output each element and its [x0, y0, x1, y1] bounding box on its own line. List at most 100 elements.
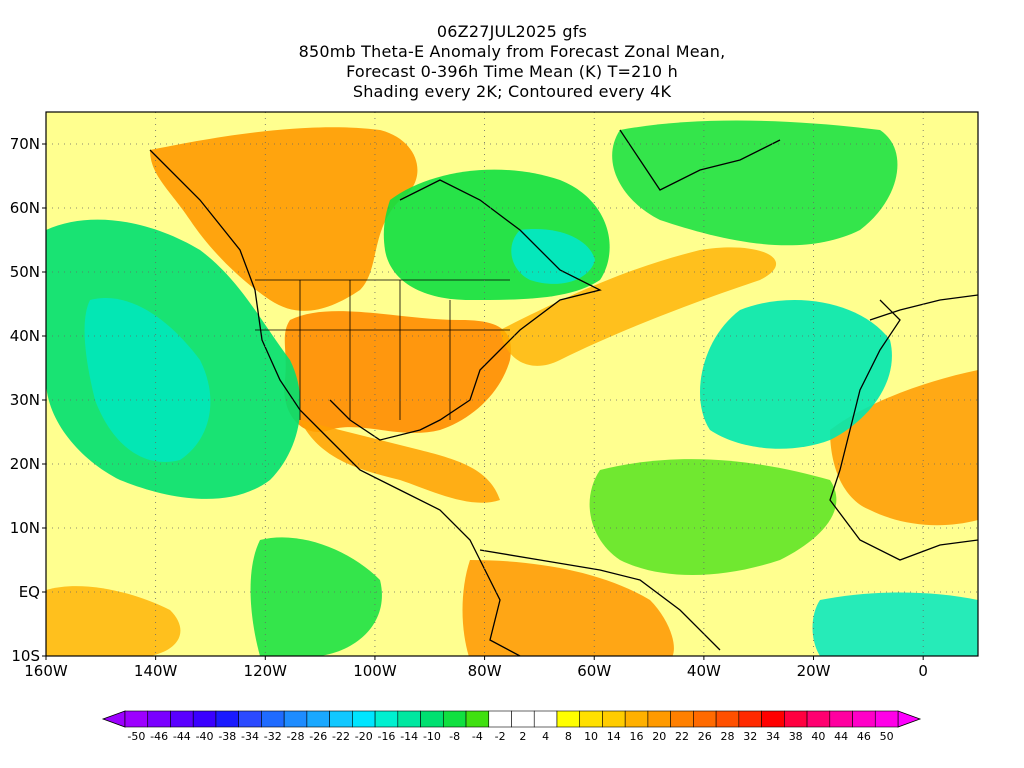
colorbar-label-28: 34 [766, 730, 780, 743]
colorbar-label-12: -14 [400, 730, 418, 743]
colorbar-swatch-22 [624, 710, 649, 728]
colorbar-label-32: 46 [857, 730, 871, 743]
colorbar-label-2: -44 [173, 730, 191, 743]
lat-label-6: 10N [10, 519, 40, 537]
colorbar-label-22: 16 [630, 730, 644, 743]
colorbar-label-20: 10 [584, 730, 598, 743]
colorbar-swatch-3 [192, 710, 217, 728]
colorbar-swatch-28 [761, 710, 785, 728]
colorbar-label-29: 38 [789, 730, 803, 743]
coastline-americas-west [149, 149, 521, 656]
lon-label-7: 20W [797, 662, 831, 680]
colorbar-label-6: -32 [264, 730, 282, 743]
colorbar-label-15: -4 [472, 730, 483, 743]
colorbar-swatch-1 [147, 710, 171, 728]
colorbar-swatch-24 [670, 710, 694, 728]
lon-label-6: 40W [687, 662, 721, 680]
colorbar-swatch-16 [488, 710, 512, 728]
colorbar-label-1: -46 [150, 730, 168, 743]
colorbar-swatch-5 [238, 710, 262, 728]
colorbar-label-16: -2 [495, 730, 506, 743]
cool-anomaly-tropical-atlantic [589, 459, 837, 575]
cool-anomaly-eastern-pacific [250, 537, 382, 656]
colorbar-swatch-31 [829, 710, 853, 728]
coastline-north-america-east [329, 179, 602, 441]
colorbar-swatch-32 [852, 710, 876, 728]
colorbar-label-4: -38 [218, 730, 236, 743]
colorbar-label-19: 8 [565, 730, 572, 743]
state-borders [255, 279, 510, 420]
lon-label-2: 120W [244, 662, 288, 680]
lon-label-8: 0 [918, 662, 928, 680]
colorbar-label-26: 28 [720, 730, 734, 743]
colorbar-swatch-27 [738, 710, 762, 728]
coastline-south-america-north [479, 549, 721, 651]
colorbar-swatch-12 [397, 710, 421, 728]
colorbar-swatch-25 [693, 710, 717, 728]
lat-label-2: 50N [10, 263, 40, 281]
colorbar-swatch-33 [874, 710, 899, 728]
colorbar-label-33: 50 [880, 730, 894, 743]
colorbar-swatch-18 [533, 710, 558, 728]
colorbar-label-24: 22 [675, 730, 689, 743]
lat-label-0: 70N [10, 135, 40, 153]
lon-label-0: 160W [24, 662, 68, 680]
colorbar-swatch-14 [442, 710, 467, 728]
colorbar-swatch-17 [511, 710, 535, 728]
coastline-greenland [619, 129, 781, 191]
lat-label-8: 10S [11, 647, 40, 665]
colorbar-swatch-13 [420, 710, 444, 728]
title-line-1: 06Z27JUL2025 gfs [436, 22, 588, 41]
colorbar-label-0: -50 [127, 730, 145, 743]
colorbar-label-23: 20 [652, 730, 666, 743]
colorbar-swatch-23 [647, 710, 671, 728]
colorbar-label-18: 4 [542, 730, 549, 743]
gridlines [46, 112, 978, 656]
colorbar-arrow-low [101, 710, 126, 728]
lat-label-1: 60N [10, 199, 40, 217]
colorbar-label-17: 2 [519, 730, 526, 743]
colorbar-swatch-0 [124, 710, 149, 728]
longitude-labels: 160W 140W 120W 100W 80W 60W 40W 20W 0 [24, 656, 928, 680]
colorbar-swatch-19 [556, 710, 581, 728]
chart-title: 06Z27JUL2025 gfs 850mb Theta-E Anomaly f… [0, 22, 1024, 102]
colorbar: -50 -46 -44 -40 -38 -34 -32 -28 -26 -22 -20 -16 -14-… [101, 710, 922, 743]
colorbar-label-27: 32 [743, 730, 757, 743]
colorbar-swatch-26 [715, 710, 740, 728]
colorbar-swatch-15 [465, 710, 490, 728]
colorbar-label-25: 26 [698, 730, 712, 743]
cool-anomaly-south-atlantic [812, 592, 978, 656]
warm-anomaly-mexico [300, 420, 500, 503]
colorbar-label-31: 44 [834, 730, 848, 743]
colorbar-swatch-21 [602, 710, 626, 728]
shading-layer [46, 112, 978, 656]
colorbar-label-5: -34 [241, 730, 259, 743]
lat-label-7: EQ [19, 583, 40, 601]
colorbar-swatch-8 [306, 710, 330, 728]
colorbar-swatch-20 [579, 710, 603, 728]
title-line-2: 850mb Theta-E Anomaly from Forecast Zona… [298, 42, 726, 61]
lat-label-3: 40N [10, 327, 40, 345]
latitude-labels: 70N 60N 50N 40N 30N 20N 10N EQ 10S [10, 135, 46, 665]
colorbar-swatch-6 [261, 710, 285, 728]
lon-label-3: 100W [353, 662, 397, 680]
warm-anomaly-atlantic [500, 247, 777, 366]
colorbar-swatch-7 [283, 710, 308, 728]
us-state-lines [255, 279, 510, 420]
coastline-europe-south [869, 294, 978, 321]
cool-anomaly-greenland [612, 120, 898, 246]
colorbar-arrow-high [897, 710, 922, 728]
lat-label-4: 30N [10, 391, 40, 409]
colorbar-swatch-11 [374, 710, 399, 728]
coastline-africa-west [829, 299, 978, 561]
colorbar-label-21: 14 [607, 730, 621, 743]
colorbar-label-3: -40 [196, 730, 214, 743]
cool-core-pacific [84, 298, 211, 462]
colorbar-swatch-2 [170, 710, 194, 728]
warm-anomaly-south-america [462, 560, 674, 656]
colorbar-label-13: -10 [423, 730, 441, 743]
lat-label-5: 20N [10, 455, 40, 473]
title-line-4: Shading every 2K; Contoured every 4K [352, 82, 672, 101]
lon-label-4: 80W [468, 662, 502, 680]
